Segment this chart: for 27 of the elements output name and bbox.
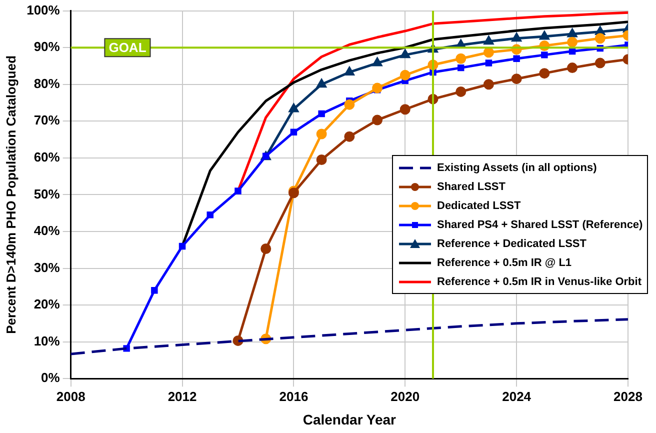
legend-label: Reference + 0.5m IR @ L1 (437, 256, 572, 269)
y-tick-label: 10% (34, 333, 60, 348)
y-tick-label: 40% (34, 223, 60, 238)
x-tick-label: 2012 (168, 388, 197, 404)
x-tick-label: 2008 (56, 388, 86, 404)
y-tick-label: 0% (41, 370, 60, 386)
legend-label: Existing Assets (in all options) (437, 162, 597, 174)
ref-line-label: GOAL (108, 40, 146, 56)
x-tick-label: 2028 (614, 388, 642, 404)
x-tick-label: 2016 (279, 388, 308, 404)
x-tick-label: 2020 (390, 388, 420, 404)
legend-label: Reference + 0.5m IR in Venus-like Orbit (437, 276, 642, 288)
x-tick-label: 2024 (502, 388, 532, 404)
legend-label: Shared PS4 + Shared LSST (Reference) (437, 218, 643, 231)
legend-label: Reference + Dedicated LSST (437, 238, 586, 250)
legend-label: Shared LSST (437, 180, 506, 193)
y-tick-label: 80% (34, 76, 60, 91)
y-tick-label: 20% (34, 296, 60, 312)
x-axis-title: Calendar Year (302, 411, 397, 428)
y-axis-title: Percent D>140m PHO Population Catalogued (3, 55, 18, 334)
y-tick-label: 70% (34, 112, 60, 128)
y-tick-label: 30% (34, 260, 60, 275)
y-tick-label: 50% (34, 186, 60, 202)
y-tick-label: 90% (34, 39, 60, 54)
legend-label: Dedicated LSST (437, 200, 521, 212)
y-tick-label: 60% (34, 150, 60, 164)
y-tick-label: 100% (26, 2, 60, 18)
